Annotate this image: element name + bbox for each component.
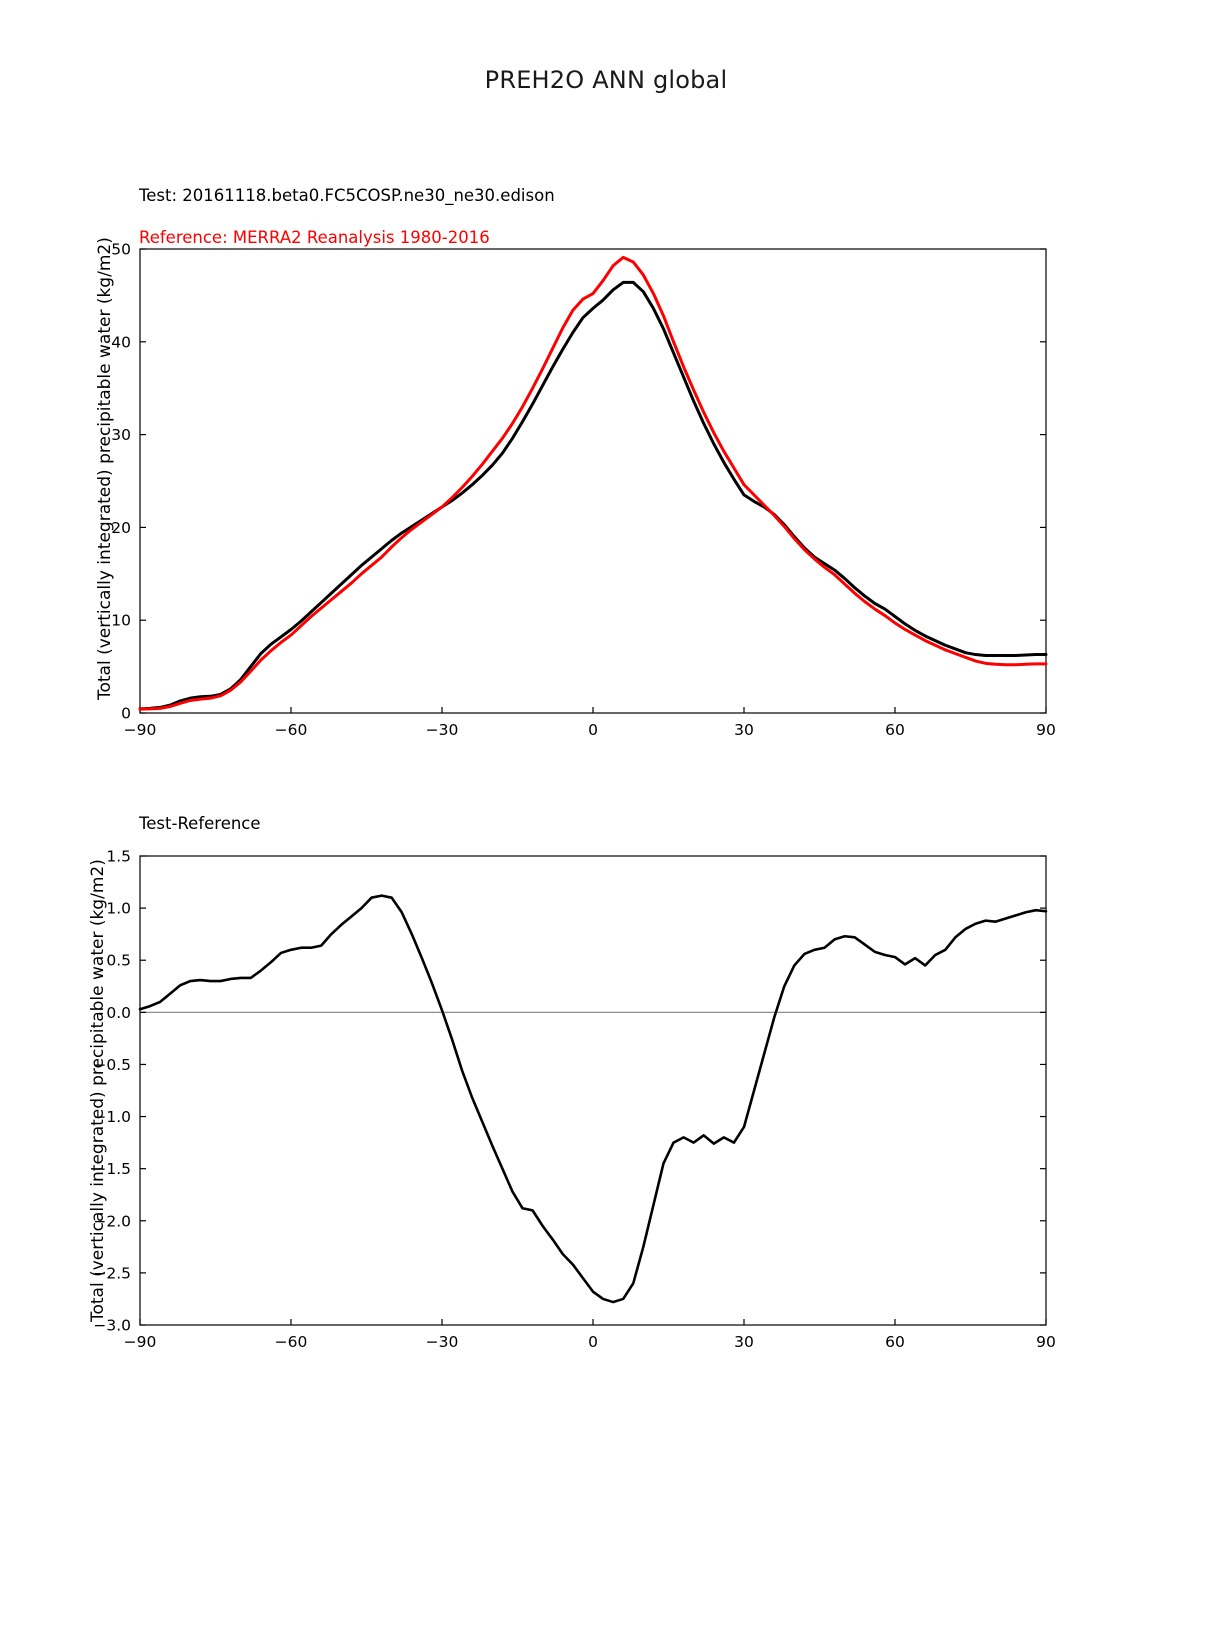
x-tick-label: 0 (588, 1333, 598, 1351)
y-tick-label: 40 (111, 333, 131, 351)
y-tick-label: 50 (111, 241, 131, 259)
x-tick-label: 0 (588, 721, 598, 739)
difference-panel-label: Test-Reference (139, 814, 261, 833)
y-tick-label: −1.5 (93, 1160, 131, 1178)
y-tick-label: −2.5 (93, 1264, 131, 1282)
plot-frame (139, 855, 1047, 1326)
y-tick-label: 0.5 (106, 952, 131, 970)
difference-series-line (138, 894, 1048, 1304)
x-tick-label: 60 (885, 721, 905, 739)
reference-series-label: Reference: MERRA2 Reanalysis 1980-2016 (139, 228, 490, 247)
x-tick-label: −90 (124, 1333, 157, 1351)
y-tick-label: 1.5 (106, 848, 131, 866)
x-tick-label: 90 (1036, 1333, 1056, 1351)
x-tick-label: −60 (275, 1333, 308, 1351)
y-tick-label: 1.0 (106, 900, 131, 918)
page-title: PREH2O ANN global (484, 66, 728, 94)
x-tick-label: 90 (1036, 721, 1056, 739)
y-tick-label: 0 (121, 705, 131, 723)
y-tick-label: 10 (111, 612, 131, 630)
top-panel-chart: −90 −60 −30 0 30 60 90 0 10 20 30 40 50 (0, 0, 1212, 760)
y-tick-label: −1.0 (93, 1108, 131, 1126)
y-tick-label: 0.0 (106, 1004, 131, 1022)
bottom-panel-chart: −90 −60 −30 0 30 60 90 −3.0 −2.5 −2.0 −1.5 −1.0 −0.5… (93, 848, 1056, 1352)
y-tick-label: −0.5 (93, 1056, 131, 1074)
y-tick-label: −2.0 (93, 1212, 131, 1230)
x-tick-label: −90 (124, 721, 157, 739)
test-series-line (138, 280, 1048, 711)
reference-series-line (138, 255, 1048, 711)
x-tick-label: −30 (426, 721, 459, 739)
x-tick-label: 60 (885, 1333, 905, 1351)
y-tick-label: 30 (111, 426, 131, 444)
x-tick-label: 30 (734, 1333, 754, 1351)
x-tick-label: 30 (734, 721, 754, 739)
x-tick-label: −30 (426, 1333, 459, 1351)
y-tick-label: −3.0 (93, 1317, 131, 1335)
test-series-label: Test: 20161118.beta0.FC5COSP.ne30_ne30.e… (139, 186, 555, 205)
y-tick-label: 20 (111, 519, 131, 537)
x-tick-label: −60 (275, 721, 308, 739)
